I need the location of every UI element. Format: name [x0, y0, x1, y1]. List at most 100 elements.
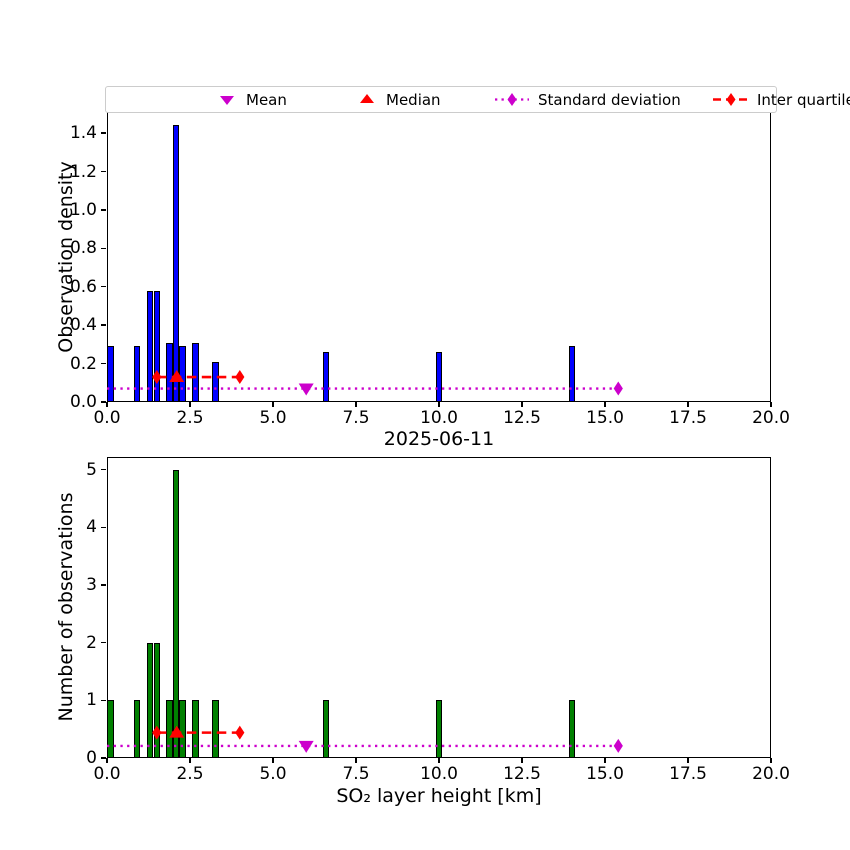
y-tick [101, 362, 106, 365]
y-tick-label: 1.2 [69, 161, 97, 182]
x-tick-label: 15.0 [586, 764, 624, 784]
x-tick-label: 0.0 [93, 764, 121, 784]
x-tick-label: 17.5 [669, 764, 707, 784]
y-tick-label: 0.0 [69, 392, 97, 412]
legend-item-median: Median [356, 87, 441, 112]
y-tick [101, 699, 106, 702]
x-tick-label: 12.5 [503, 764, 541, 784]
y-tick [101, 286, 106, 288]
std-diamond-marker [613, 738, 623, 753]
x-tick [604, 758, 606, 763]
mean-triangle-marker [298, 740, 314, 753]
x-tick [770, 758, 772, 763]
histogram-bar [435, 700, 443, 758]
x-tick-label: 12.5 [503, 408, 541, 428]
histogram-bar [568, 346, 576, 402]
iqr-right-diamond-marker [235, 370, 245, 385]
std-diamond-marker [613, 381, 623, 396]
legend-item-mean: Mean [216, 87, 287, 112]
legend-label-median: Median [386, 90, 441, 109]
x-tick [521, 402, 523, 407]
x-tick [272, 758, 274, 763]
x-tick [106, 758, 108, 763]
histogram-bar [107, 700, 114, 758]
x-tick [189, 758, 191, 763]
y-tick-label: 2 [86, 632, 97, 653]
histogram-bar [172, 125, 180, 402]
histogram-bar [133, 346, 141, 402]
y-tick [101, 132, 106, 134]
x-tick [438, 402, 440, 407]
histogram-bar [435, 352, 443, 402]
x-tick [770, 402, 772, 407]
x-tick [106, 402, 108, 407]
x-tick [687, 402, 689, 407]
y-tick-label: 3 [86, 575, 97, 595]
x-tick [521, 758, 523, 763]
x-tick [355, 758, 357, 763]
x-tick [355, 402, 357, 407]
histogram-bar [568, 700, 576, 758]
histogram-bar [146, 290, 154, 402]
chart-title-date: 2025-06-11 [383, 428, 495, 450]
legend-label-iqr: Inter quartile range [757, 90, 850, 109]
x-tick-label: 5.0 [259, 764, 287, 784]
counts-chart-axes: 0.0 2.5 5.0 7.5 10.0 12.5 15.0 17.5 20.0 0 1 2 3 4 5 [86, 457, 790, 784]
x-axis-label: SO₂ layer height [km] [336, 785, 542, 807]
y-tick [101, 757, 106, 759]
y-tick-label: 0 [86, 748, 97, 768]
y-tick-label: 4 [86, 517, 97, 538]
y-tick-label: 0.2 [69, 353, 97, 374]
density-chart-axes: 0.0 2.5 5.0 7.5 10.0 12.5 15.0 17.5 20.0 0.0 0.2 0.… [70, 112, 790, 428]
y-tick-label: 1.4 [69, 123, 97, 144]
x-tick [272, 402, 274, 407]
x-tick-label: 2.5 [176, 408, 204, 428]
y-tick [101, 209, 106, 211]
histogram-bar [322, 700, 330, 758]
histogram-bar [153, 290, 161, 402]
y-tick-label: 0.8 [69, 238, 97, 259]
legend-label-mean: Mean [246, 90, 287, 109]
x-tick-label: 0.0 [93, 408, 121, 428]
mean-triangle-marker [298, 383, 314, 396]
density-y-axis-label: Observation density [55, 161, 77, 353]
y-tick-label: 0.6 [69, 276, 97, 297]
median-triangle-up-icon [360, 94, 374, 103]
x-tick-label: 7.5 [342, 764, 370, 784]
y-tick [101, 641, 106, 644]
x-tick-label: 20.0 [752, 764, 790, 784]
iqr-diamond-dashed-icon [713, 93, 749, 106]
histogram-bar [133, 700, 141, 758]
x-tick [189, 402, 191, 407]
histogram-bar [322, 352, 330, 402]
x-tick-label: 15.0 [586, 408, 624, 428]
legend: Mean Median Standard deviation Inter qua… [105, 86, 850, 113]
histogram-bar [192, 342, 199, 402]
iqr-right-diamond-marker [235, 725, 245, 740]
y-tick [101, 468, 106, 471]
histogram-bar [179, 700, 186, 758]
histogram-bar [166, 700, 173, 758]
x-tick-label: 17.5 [669, 408, 707, 428]
legend-item-std: Standard deviation [494, 87, 681, 112]
y-tick [101, 324, 106, 326]
legend-item-iqr: Inter quartile range [713, 87, 850, 112]
histogram-bar [212, 700, 219, 758]
histogram-bar [107, 346, 114, 402]
y-tick [101, 584, 106, 586]
histogram-bar [212, 361, 219, 402]
histogram-bar [192, 700, 199, 758]
y-tick-label: 1.0 [69, 199, 97, 220]
y-tick-label: 1 [86, 690, 97, 711]
histogram-bar [153, 642, 161, 758]
mean-triangle-down-icon [220, 96, 234, 105]
std-diamond-dotted-icon [495, 93, 529, 106]
counts-y-axis-label: Number of observations [55, 492, 77, 722]
x-tick [438, 758, 440, 763]
x-tick [687, 758, 689, 763]
y-tick [101, 526, 106, 529]
x-tick-label: 7.5 [342, 408, 370, 428]
x-tick [604, 402, 606, 407]
histogram-bar [172, 469, 180, 758]
